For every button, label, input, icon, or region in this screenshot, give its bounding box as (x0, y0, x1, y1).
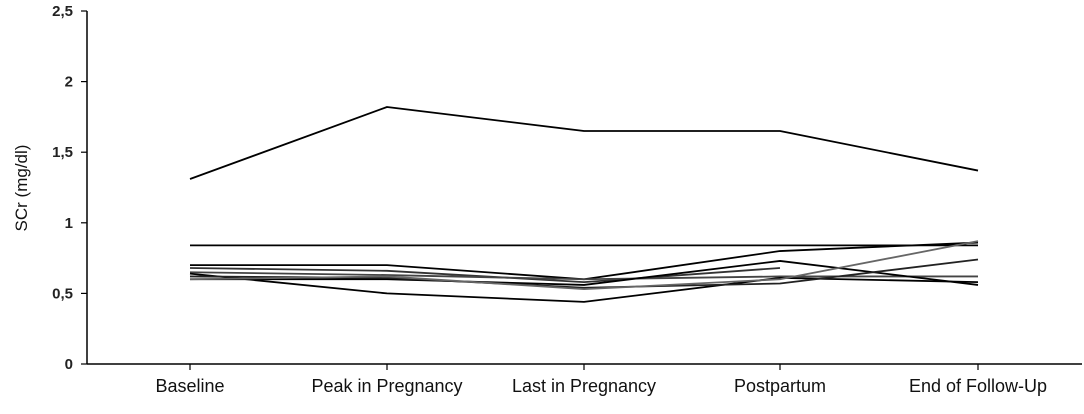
y-axis-ticks: 0 0,5 1 1,5 2 2,5 (52, 3, 87, 373)
series-line (189, 240, 979, 291)
y-tick-label: 0 (65, 356, 73, 373)
series-line (189, 272, 979, 303)
series-line (189, 106, 979, 180)
x-axis-ticks: Baseline Peak in Pregnancy Last in Pregnan… (155, 364, 1047, 396)
x-tick-label: Postpartum (734, 376, 826, 396)
series-line (190, 260, 979, 286)
axes (86, 11, 1082, 365)
y-tick-label: 1 (65, 215, 73, 232)
series-line (189, 271, 978, 281)
y-tick-label: 1,5 (52, 144, 73, 161)
series-lines (189, 106, 979, 303)
y-tick-label: 2,5 (52, 3, 73, 20)
y-axis-title: SCr (mg/dl) (12, 145, 31, 232)
y-tick-label: 0,5 (52, 285, 73, 302)
y-tick-label: 2 (65, 74, 73, 91)
x-tick-label: End of Follow-Up (909, 376, 1047, 396)
x-tick-label: Peak in Pregnancy (311, 376, 462, 396)
x-tick-label: Last in Pregnancy (512, 376, 656, 396)
x-tick-label: Baseline (155, 376, 224, 396)
